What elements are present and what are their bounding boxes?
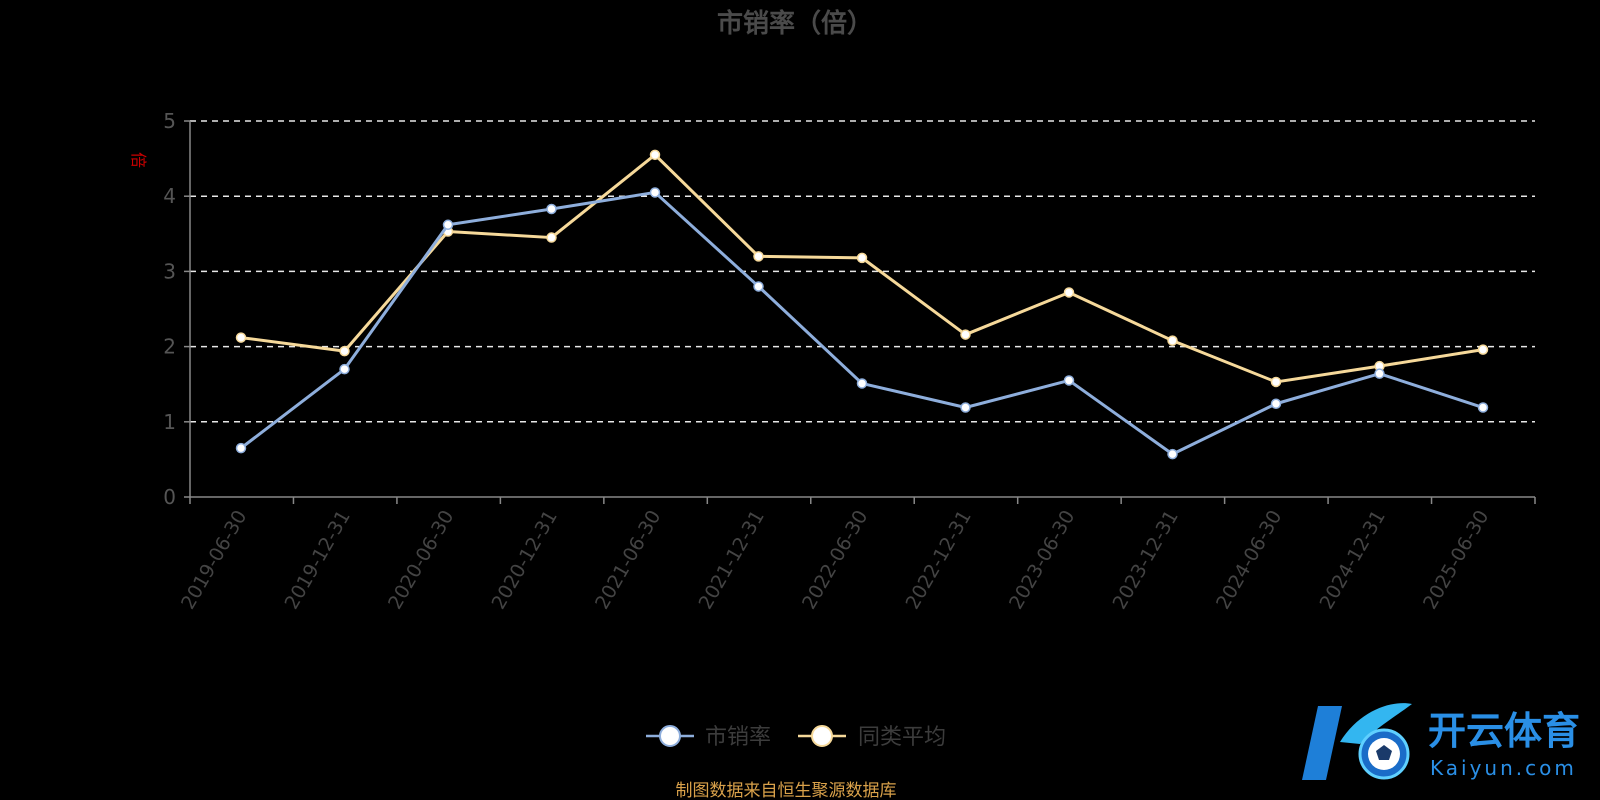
data-point[interactable] [753,281,764,292]
x-tick-label: 2020-06-30 [384,507,458,614]
data-point[interactable] [1167,335,1178,346]
y-tick-label: 4 [163,184,176,208]
data-point[interactable] [1477,402,1489,413]
data-point[interactable] [546,232,557,243]
y-tick-label: 2 [163,335,176,359]
data-point[interactable] [1063,287,1075,298]
grid-lines [190,120,1535,423]
data-point[interactable] [442,219,454,231]
data-point[interactable] [856,378,868,389]
source-note: 制图数据来自恒生聚源数据库 [676,781,897,800]
series-lines [235,149,1489,460]
series-1 [235,187,1489,460]
y-tick-labels: 0 1 2 3 4 5 [163,109,190,509]
data-point[interactable] [339,363,350,375]
legend-item-series-2[interactable]: 同类平均 [798,725,946,750]
y-tick-label: 1 [163,410,176,434]
y-axis-unit: 倍 [129,152,148,168]
chart-title: 市销率（倍） [717,8,873,39]
legend[interactable]: 市销率 同类平均 [646,725,946,750]
data-point[interactable] [960,402,971,413]
data-point[interactable] [1270,398,1282,410]
x-tick-label: 2020-12-31 [488,507,562,614]
data-point[interactable] [649,187,661,198]
data-point[interactable] [339,345,350,357]
series-2 [235,149,1489,388]
legend-marker-series-1 [659,725,681,747]
x-tick-label: 2021-06-30 [591,507,665,614]
legend-label-series-2: 同类平均 [858,725,946,750]
x-tick-label: 2019-12-31 [281,507,355,614]
data-point[interactable] [1477,344,1489,355]
axes [189,121,1535,498]
data-point[interactable] [1063,375,1075,386]
data-point[interactable] [649,149,661,161]
data-point[interactable] [235,332,247,343]
data-point[interactable] [856,252,868,264]
x-tick-label: 2025-06-30 [1419,507,1493,614]
y-tick-label: 5 [163,109,176,133]
series-line [240,190,1484,456]
data-point[interactable] [960,329,971,340]
y-tick-label: 0 [163,485,176,509]
data-point[interactable] [235,442,247,454]
legend-marker-series-2 [811,725,833,747]
x-tick-label: 2024-12-31 [1316,507,1390,614]
data-point[interactable] [1167,448,1178,460]
series-line [240,153,1484,384]
x-tick-label: 2019-06-30 [177,507,251,614]
y-tick-label: 3 [163,259,176,283]
x-tick-label: 2022-12-31 [902,507,976,614]
brand-url: Kaiyun.com [1430,756,1577,780]
x-tick-labels: 2019-06-30 2019-12-31 2020-06-30 2020-12-31… [177,497,1536,614]
data-point[interactable] [1374,368,1385,379]
data-point[interactable] [753,251,764,262]
watermark: 开云体育 Kaiyun.com [1302,703,1580,780]
x-tick-label: 2023-06-30 [1005,507,1079,614]
brand-name: 开云体育 [1428,709,1580,753]
x-tick-label: 2021-12-31 [695,507,769,614]
data-point[interactable] [546,203,557,215]
legend-item-series-1[interactable]: 市销率 [646,725,771,750]
k-soccer-logo-icon [1302,703,1412,780]
data-point[interactable] [1270,376,1282,388]
x-tick-label: 2022-06-30 [798,507,872,614]
legend-label-series-1: 市销率 [705,725,771,750]
x-tick-label: 2023-12-31 [1109,507,1183,614]
x-tick-label: 2024-06-30 [1212,507,1286,614]
